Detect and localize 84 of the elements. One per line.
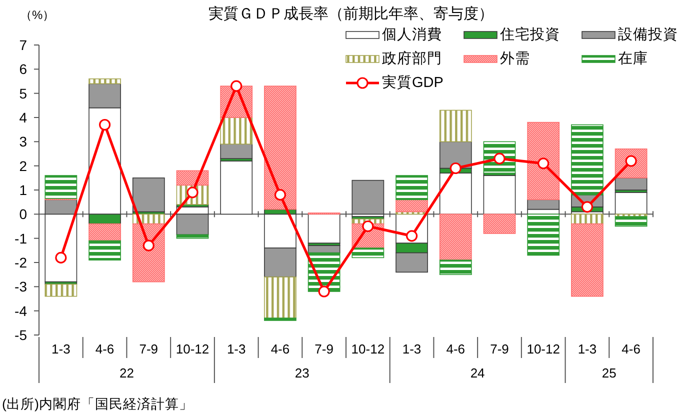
bar [44, 175, 78, 199]
text: 25 [602, 366, 616, 380]
bar [571, 214, 604, 224]
chart-title: 実質ＧＤＰ成長率（前期比年率、寄与度） [208, 6, 494, 22]
x-tick-label: 7-9 [490, 342, 509, 356]
bar [571, 223, 604, 297]
point [318, 286, 330, 298]
bar [352, 248, 384, 258]
y-tick-label: -2 [14, 254, 28, 270]
bar [614, 192, 648, 215]
bar [220, 144, 253, 159]
bar [88, 223, 121, 242]
point [274, 189, 286, 201]
point [98, 118, 111, 131]
legend-label: 政府部門 [382, 50, 442, 67]
bar [614, 178, 648, 190]
bar [264, 276, 296, 318]
bar [527, 122, 560, 200]
bar [483, 214, 516, 234]
legend-label: 設備投資 [618, 26, 678, 43]
y-axis-title: （%） [20, 8, 55, 22]
bar [176, 234, 209, 239]
x-tick-label: 1-3 [402, 342, 422, 356]
y-tick-label: -4 [14, 302, 28, 319]
x-tick-label: 1-3 [226, 342, 246, 356]
legend-label: 実質GDP [382, 74, 444, 91]
y-tick-label: -1 [14, 230, 28, 246]
bar [527, 214, 560, 256]
x-tick-label: 10-12 [526, 342, 560, 356]
y-tick-label: 1 [19, 182, 28, 198]
y-tick-label: 5 [19, 85, 28, 102]
bar [264, 86, 296, 210]
bar [571, 124, 604, 196]
bar [132, 178, 165, 212]
y-tick-label: -5 [14, 327, 28, 343]
x-tick-label: 4-6 [270, 342, 290, 356]
y-tick-label: 4 [19, 110, 28, 126]
bar [88, 240, 121, 260]
legend-label: 外需 [500, 51, 530, 67]
text: 23 [294, 366, 310, 380]
bar [220, 160, 253, 215]
x-tick-label: 10-12 [351, 342, 385, 356]
text: 22 [119, 366, 134, 380]
bar [439, 110, 472, 142]
y-tick-label: 2 [19, 158, 28, 174]
legend-label: 在庫 [618, 50, 648, 67]
text: (出所)内閣府「国民経済計算」 [2, 396, 193, 412]
x-tick-label: 1-3 [578, 342, 597, 356]
bar [439, 214, 472, 260]
point [362, 220, 374, 232]
bar [264, 318, 296, 321]
legend-label: 住宅投資 [499, 26, 560, 43]
point [55, 252, 67, 264]
y-tick-label: 7 [19, 37, 28, 53]
point [538, 158, 550, 170]
x-tick-label: 4-6 [95, 342, 114, 356]
text: 24 [470, 366, 485, 380]
bar [614, 216, 648, 227]
x-tick-label: 1-3 [52, 342, 70, 356]
bar [396, 199, 428, 212]
bar [308, 214, 340, 244]
bar [483, 175, 516, 215]
point [450, 162, 462, 174]
bar [88, 78, 121, 84]
x-tick-label: 4-6 [622, 342, 640, 356]
point [406, 230, 418, 242]
y-tick-label: 0 [19, 206, 28, 222]
x-tick-label: 10-12 [176, 342, 210, 356]
y-tick-label: 6 [19, 61, 28, 78]
bar [308, 245, 340, 254]
point [230, 80, 242, 92]
bar [352, 180, 384, 215]
x-tick-label: 7-9 [314, 342, 334, 356]
x-tick-label: 4-6 [446, 342, 466, 356]
bar [44, 284, 78, 297]
y-tick-label: 3 [19, 134, 28, 150]
x-tick-label: 7-9 [139, 342, 158, 356]
bar [220, 117, 253, 144]
y-tick-label: -3 [14, 278, 28, 295]
legend-label: 個人消費 [382, 26, 442, 43]
bar [439, 260, 472, 275]
point [142, 240, 154, 252]
bar [527, 199, 560, 210]
bar [396, 175, 428, 200]
